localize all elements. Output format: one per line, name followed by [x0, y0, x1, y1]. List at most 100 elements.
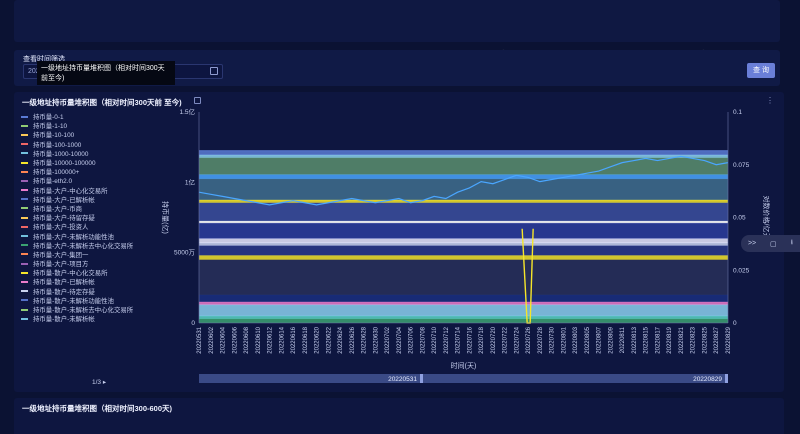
legend-swatch	[21, 161, 28, 164]
legend-label: 持币量-散户-未解析帐	[33, 316, 95, 324]
chart-title-2: 一级地址持币量堆积图（相对时间300-600天)	[22, 404, 173, 413]
chart-title: 一级地址持币量堆积图（相对时间300天前 至今)	[22, 98, 182, 107]
legend-item[interactable]: 持币量-散户-已解析帐	[21, 277, 171, 286]
x-tick-label: 20220602	[209, 326, 215, 353]
legend-item[interactable]: 持币量-10000-100000	[21, 158, 171, 167]
legend-swatch	[21, 143, 28, 146]
y-tick-label: 5000万	[174, 249, 195, 257]
legend-item[interactable]: 持币量-大户-未解析去中心化交易所	[21, 241, 171, 250]
x-tick-label: 20220702	[385, 326, 391, 353]
x-tick-label: 20220811	[620, 326, 626, 353]
legend-label: 持币量-大户-投资人	[33, 224, 89, 232]
x-tick-label: 20220819	[667, 326, 673, 353]
legend-label: 持币量-大户-未解析功能性池	[33, 233, 114, 241]
stack-band	[199, 242, 728, 246]
y2-axis-title: 对数价格/亿元	[762, 196, 771, 240]
legend-item[interactable]: 持币量-100000+	[21, 167, 171, 176]
expand-icon[interactable]: >>	[747, 240, 757, 247]
zoom-slider[interactable]	[199, 374, 728, 383]
x-tick-label: 20220704	[397, 326, 403, 353]
x-tick-label: 20220624	[338, 326, 344, 353]
x-tick-label: 20220827	[714, 326, 720, 353]
edit-icon[interactable]: ▢	[770, 240, 777, 248]
legend-item[interactable]: 持币量-大户-集团一	[21, 250, 171, 259]
legend-swatch	[21, 262, 28, 265]
zoom-handle-end[interactable]	[725, 374, 728, 383]
stack-band	[199, 318, 728, 323]
x-tick-label: 20220829	[726, 326, 732, 353]
download-icon[interactable]: ⭳	[790, 239, 794, 246]
legend-swatch	[21, 198, 28, 201]
zoom-handle-start[interactable]	[420, 374, 423, 383]
legend-item[interactable]: 持币量-散户-待定存疑	[21, 287, 171, 296]
legend-swatch	[21, 189, 28, 192]
legend-item[interactable]: 持币量-10-100	[21, 130, 171, 139]
legend-item[interactable]: 持币量-100-1000	[21, 140, 171, 149]
legend-item[interactable]: 持币量-0-1	[21, 112, 171, 121]
legend-item[interactable]: 持币量-散户-未解析去中心化交易所	[21, 305, 171, 314]
legend-pager[interactable]: 1/3 ▸	[92, 379, 107, 386]
y2-tick-label: 0.05	[733, 215, 746, 222]
x-tick-label: 20220618	[303, 326, 309, 353]
legend-item[interactable]: 持币量-散户-中心化交易所	[21, 268, 171, 277]
y2-tick-label: 0	[733, 320, 737, 327]
legend-item[interactable]: 持币量-大户-待留存疑	[21, 213, 171, 222]
stack-band	[199, 315, 728, 319]
legend-swatch	[21, 317, 28, 320]
x-tick-label: 20220821	[679, 326, 685, 353]
chart-panel-2: 一级地址持币量堆积图（相对时间300-600天)	[14, 398, 784, 434]
legend-swatch	[21, 253, 28, 256]
legend-item[interactable]: 持币量-大户-币商	[21, 204, 171, 213]
more-vertical-icon[interactable]: ⋮	[766, 96, 774, 105]
legend-item[interactable]: 持币量-大户-投资人	[21, 222, 171, 231]
legend-swatch	[21, 124, 28, 127]
legend-item[interactable]: 持币量-大户-中心化交易所	[21, 186, 171, 195]
legend-item[interactable]: 持币量-大户-未解析功能性池	[21, 231, 171, 241]
stack-band	[199, 255, 728, 260]
stack-band	[199, 259, 728, 295]
legend-item[interactable]: 持币量-大户-项目方	[21, 259, 171, 268]
x-tick-label: 20220724	[514, 326, 520, 353]
legend-item[interactable]: 持币量-大户-已解析帐	[21, 195, 171, 204]
x-tick-label: 20220630	[373, 326, 379, 353]
legend-item[interactable]: 持币量-散户-未解析功能性池	[21, 296, 171, 305]
legend-label: 持币量-大户-项目方	[33, 261, 89, 269]
legend-item[interactable]: 持币量-eth2.0	[21, 176, 171, 185]
x-tick-label: 20220531	[197, 326, 203, 353]
x-tick-label: 20220807	[597, 326, 603, 353]
y2-tick-label: 0.075	[733, 162, 750, 169]
calendar-icon[interactable]	[210, 67, 218, 75]
legend-item[interactable]: 持币量-1000-10000	[21, 149, 171, 158]
x-tick-label: 20220628	[362, 326, 368, 353]
x-tick-label: 20220823	[691, 326, 697, 353]
stack-band	[199, 174, 728, 179]
query-button[interactable]: 查 询	[747, 63, 775, 78]
legend-label: 持币量-eth2.0	[33, 178, 73, 186]
x-tick-label: 20220730	[550, 326, 556, 353]
stack-band	[199, 199, 728, 203]
legend-swatch	[21, 299, 28, 302]
legend-label: 持币量-大户-待留存疑	[33, 215, 95, 223]
legend-item[interactable]: 持币量-散户-未解析帐	[21, 314, 171, 323]
legend-swatch	[21, 308, 28, 311]
stacked-area-chart: 0 5000万 1亿 1.5亿 0 0.025 0.05 0.075 0.1 20220531 20…	[161, 107, 771, 383]
x-tick-label: 20220712	[444, 326, 450, 353]
stack-band	[199, 294, 728, 302]
x-tick-label: 20220817	[655, 326, 661, 353]
stack-band	[199, 304, 728, 316]
x-tick-label: 20220614	[279, 326, 285, 353]
y2-tick-label: 0.1	[733, 109, 742, 116]
legend-label: 持币量-1000-10000	[33, 150, 89, 158]
y2-tick-label: 0.025	[733, 267, 750, 274]
side-toolbar: >> ▢ ⭳	[741, 235, 800, 252]
zoom-start-label: 20220531	[388, 376, 417, 383]
date-value: 2022	[28, 68, 44, 75]
stack-band	[199, 178, 728, 200]
x-tick-label: 20220825	[702, 326, 708, 353]
legend-label: 持币量-散户-未解析功能性池	[33, 297, 114, 305]
x-tick-label: 20220620	[315, 326, 321, 353]
x-tick-label: 20220606	[232, 326, 238, 353]
copy-icon[interactable]	[194, 97, 201, 104]
x-tick-label: 20220716	[467, 326, 473, 353]
legend-item[interactable]: 持币量-1-10	[21, 121, 171, 130]
